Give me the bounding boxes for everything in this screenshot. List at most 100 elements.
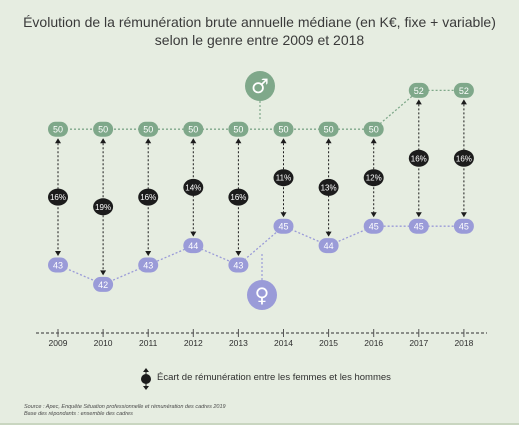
men-value-label: 50	[53, 125, 63, 135]
chart-subtitle: selon le genre entre 2009 et 2018	[154, 32, 365, 48]
men-point	[408, 82, 429, 98]
women-point	[408, 218, 429, 234]
gap-arrow-head-top	[55, 138, 61, 144]
men-value-label: 50	[188, 125, 198, 135]
gap-arrow-head-top	[325, 138, 332, 144]
gap-badge	[363, 169, 384, 187]
gap-arrow-head-top	[235, 138, 242, 144]
women-value-label: 43	[53, 261, 63, 271]
male-symbol-icon	[245, 71, 275, 101]
men-value-label: 50	[143, 125, 153, 135]
women-point	[93, 276, 114, 292]
gap-arrow-head-bottom	[235, 251, 242, 256]
x-tick-label: 2012	[184, 338, 203, 348]
gap-badge	[138, 188, 159, 206]
gap-arrow-head-bottom	[55, 251, 61, 256]
gap-arrow-head-top	[190, 138, 197, 144]
x-tick-label: 2018	[454, 338, 473, 348]
men-point	[48, 121, 68, 137]
women-value-label: 43	[233, 261, 243, 271]
women-point	[453, 218, 474, 234]
gap-arrow-head-top	[100, 138, 107, 144]
men-value-label: 50	[98, 125, 108, 135]
men-point	[228, 121, 249, 137]
men-point	[318, 121, 339, 137]
gap-label: 14%	[185, 183, 201, 192]
gap-arrow-head-bottom	[280, 212, 287, 218]
women-point	[48, 257, 68, 273]
men-point	[93, 121, 114, 137]
gap-label: 16%	[411, 154, 427, 163]
gap-badge	[273, 169, 294, 187]
gap-badge	[93, 198, 114, 216]
gap-arrow-head-bottom	[370, 212, 377, 218]
men-value-label: 52	[414, 86, 424, 96]
gap-arrow-head-top	[370, 138, 377, 144]
x-tick-label: 2017	[409, 338, 428, 348]
gap-label: 16%	[50, 193, 66, 202]
men-value-label: 50	[233, 125, 243, 135]
gap-badge	[318, 178, 339, 196]
men-series-line	[58, 89, 464, 130]
gap-arrow-head-bottom	[460, 212, 467, 218]
men-point	[453, 82, 474, 98]
gap-badge	[453, 149, 474, 167]
women-value-label: 43	[143, 261, 153, 271]
x-tick-label: 2016	[364, 338, 383, 348]
gap-badge	[408, 149, 429, 167]
chart-title: Évolution de la rémunération brute annue…	[23, 14, 496, 30]
gap-arrow-head-bottom	[190, 231, 197, 237]
women-value-label: 45	[414, 222, 424, 232]
gap-legend-label: Écart de rémunération entre les femmes e…	[157, 372, 391, 383]
gap-label: 11%	[276, 174, 291, 183]
women-value-label: 44	[324, 241, 334, 251]
female-symbol-icon	[247, 280, 277, 310]
gap-arrow-head-bottom	[415, 212, 422, 218]
x-tick-label: 2013	[229, 338, 248, 348]
women-value-label: 44	[188, 241, 198, 251]
x-tick-label: 2015	[319, 338, 338, 348]
gap-arrow-head-bottom	[325, 231, 332, 237]
women-point	[363, 218, 384, 234]
gap-label: 12%	[366, 174, 382, 183]
gap-label: 13%	[321, 183, 337, 192]
women-value-label: 45	[459, 222, 469, 232]
gap-badge	[48, 188, 68, 206]
men-point	[363, 121, 384, 137]
women-point	[273, 218, 294, 234]
gap-label: 16%	[140, 193, 156, 202]
gap-label: 16%	[230, 193, 246, 202]
women-point	[183, 238, 204, 254]
x-tick-label: 2014	[274, 338, 293, 348]
gap-arrow-head-top	[460, 99, 467, 105]
gap-arrow-head-top	[145, 138, 152, 144]
base-note: Base des répondants : ensemble des cadre…	[24, 411, 133, 417]
male-symbol-glyph: ♂	[251, 74, 269, 98]
source-note: Source : Apec, Enquête Situation profess…	[24, 404, 226, 410]
gap-label: 19%	[95, 203, 111, 212]
men-value-label: 50	[324, 125, 334, 135]
x-tick-label: 2011	[139, 338, 158, 348]
gap-arrow-head-top	[280, 138, 287, 144]
men-value-label: 52	[459, 86, 469, 96]
gap-badge	[183, 178, 204, 196]
women-point	[228, 257, 249, 273]
women-point	[318, 238, 339, 254]
women-value-label: 42	[98, 280, 108, 290]
x-tick-label: 2009	[49, 338, 68, 348]
men-value-label: 50	[369, 125, 379, 135]
gap-label: 16%	[456, 154, 472, 163]
women-point	[138, 257, 159, 273]
gap-arrow-head-top	[415, 99, 422, 105]
men-point	[273, 121, 294, 137]
women-value-label: 45	[278, 222, 288, 232]
gap-legend-icon	[141, 368, 151, 390]
x-tick-label: 2010	[94, 338, 113, 348]
women-series-line	[57, 225, 464, 286]
female-symbol-glyph: ♀	[255, 283, 270, 307]
gap-badge	[228, 188, 249, 206]
gap-arrow-head-bottom	[145, 251, 152, 256]
men-point	[183, 121, 204, 137]
